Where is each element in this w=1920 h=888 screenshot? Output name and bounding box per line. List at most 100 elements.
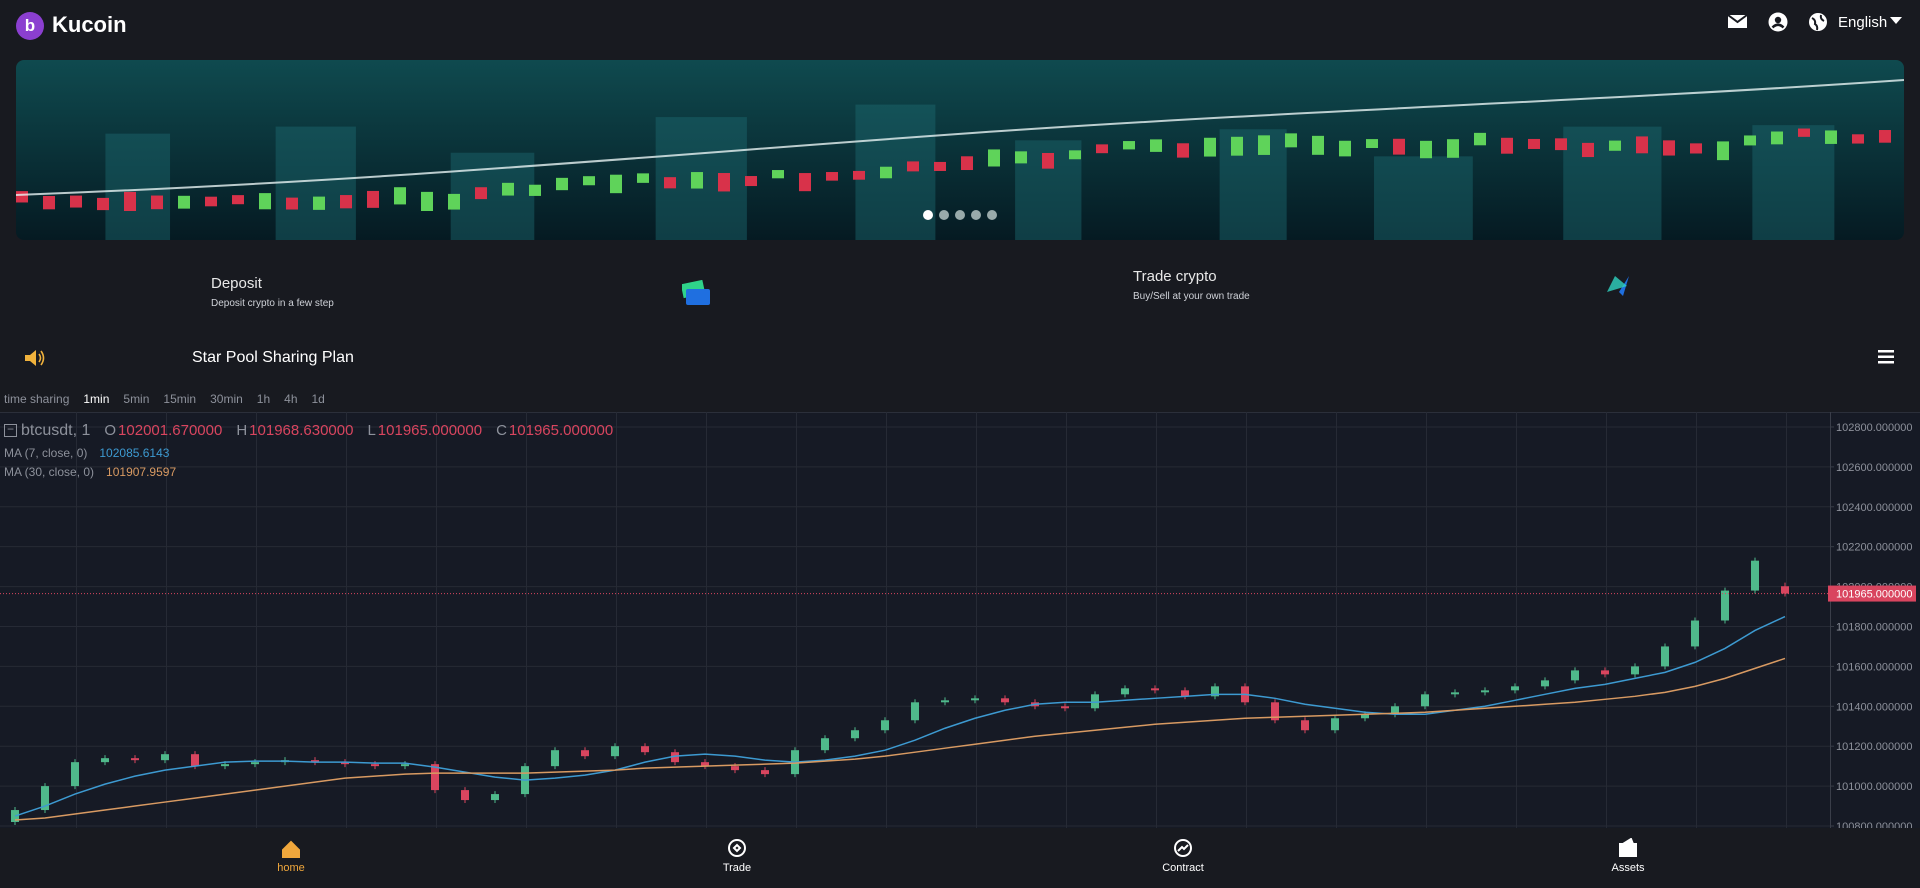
legend-key: H [236, 422, 248, 439]
banner-candle [961, 156, 973, 171]
banner-candle [745, 176, 757, 187]
candle-body [1091, 694, 1099, 709]
banner-candle [70, 195, 82, 208]
candle-body [1361, 714, 1369, 719]
nav-label[interactable]: Trade [722, 862, 752, 874]
candle-body [401, 764, 409, 767]
ma-value: 102085.6143 [99, 446, 170, 460]
banner-candle [1474, 132, 1486, 146]
interval-tab[interactable]: 1h [256, 392, 271, 406]
legend-value: 101965.000000 [377, 422, 483, 439]
banner-candle [1852, 134, 1864, 144]
banner-candle [718, 173, 730, 192]
nav-label[interactable]: home [277, 862, 305, 874]
candle-body [1661, 646, 1669, 667]
interval-tab[interactable]: 1min [83, 392, 110, 406]
banner-candle [1069, 150, 1081, 160]
banner-candle [1177, 143, 1189, 158]
interval-tab[interactable]: 5min [123, 392, 150, 406]
banner-candle [1798, 128, 1810, 137]
mail-icon[interactable] [1727, 14, 1749, 30]
banner-candle [1393, 138, 1405, 155]
y-tick-label: 101800.000000 [1836, 621, 1912, 633]
banner-candle [1771, 131, 1783, 145]
banner-candle [151, 195, 163, 210]
candle-body [611, 746, 619, 757]
banner-candle [43, 195, 55, 210]
nav-icon-shape [728, 839, 747, 857]
banner-candle [637, 173, 649, 183]
candle-body [701, 762, 709, 767]
interval-tab[interactable]: time sharing [4, 392, 70, 406]
banner-candle [880, 166, 892, 179]
quick-link[interactable]: Deposit Deposit crypto in a few step [211, 275, 334, 309]
globe-icon[interactable] [1808, 12, 1828, 32]
nav-icon [1619, 838, 1637, 857]
banner-candle [1015, 151, 1027, 164]
candle-body [461, 790, 469, 801]
banner-candle [394, 187, 406, 205]
nav-label[interactable]: Assets [1611, 862, 1645, 874]
nav-icon [1174, 839, 1193, 857]
banner-candle [286, 197, 298, 210]
banner-candle [583, 176, 595, 186]
candle-body [1421, 694, 1429, 707]
banner-candle [313, 196, 325, 210]
ma-legend-row: MA (7, close, 0) 102085.6143 [4, 446, 613, 460]
interval-tab[interactable]: 1d [311, 392, 325, 406]
y-tick-label: 101600.000000 [1836, 661, 1912, 673]
language-select[interactable]: English [1838, 14, 1888, 31]
candle-body [1001, 698, 1009, 703]
ma-value: 101907.9597 [106, 465, 177, 479]
candle-body [1511, 686, 1519, 691]
last-price-box [1828, 585, 1916, 602]
banner-candle [1231, 136, 1243, 156]
speaker-icon [25, 350, 45, 366]
nav-icon-shape [282, 840, 300, 858]
y-tick-label: 102400.000000 [1836, 502, 1912, 514]
banner-candle [1555, 138, 1567, 151]
quick-link[interactable]: Trade crypto Buy/Sell at your own trade [1133, 268, 1250, 302]
user-icon[interactable] [1768, 12, 1788, 32]
quick-link-subtitle: Deposit crypto in a few step [211, 298, 334, 309]
interval-tab[interactable]: 4h [284, 392, 298, 406]
menu-icon[interactable] [1878, 350, 1894, 364]
banner-candle [1312, 135, 1324, 155]
building [1219, 129, 1287, 240]
y-tick-label: 101400.000000 [1836, 701, 1912, 713]
banner-candle [907, 161, 919, 172]
interval-tabs: time sharing 1min 5min 15min 30min 1h 4h 1d [4, 390, 339, 408]
candle-body [821, 738, 829, 751]
notice-text[interactable]: Star Pool Sharing Plan [192, 349, 354, 366]
banner-candle [421, 191, 433, 212]
candle-body [581, 750, 589, 757]
ma-legend-row: MA (30, close, 0) 101907.9597 [4, 465, 613, 479]
nav-icon-shape [1174, 839, 1193, 857]
quick-link-subtitle: Buy/Sell at your own trade [1133, 291, 1250, 302]
deposit-icon [682, 280, 710, 305]
y-tick-label: 102600.000000 [1836, 462, 1912, 474]
banner-candle [1690, 143, 1702, 154]
banner-candle [178, 195, 190, 209]
candle-body [491, 794, 499, 801]
candle-body [1751, 560, 1759, 591]
banner-candle [1879, 130, 1891, 143]
banner-candle [1744, 135, 1756, 146]
banner-candle [529, 184, 541, 196]
banner-candle [1447, 139, 1459, 158]
banner-candle [502, 182, 514, 196]
banner[interactable] [16, 60, 1904, 240]
banner-candle [475, 187, 487, 200]
banner-candle [691, 172, 703, 189]
banner-candle [1285, 133, 1297, 148]
interval-tab[interactable]: 30min [210, 392, 243, 406]
ma-name: MA (7, close, 0) [4, 446, 88, 460]
banner-candle [988, 149, 1000, 167]
caret [1890, 17, 1902, 24]
y-tick-label: 100800.000000 [1836, 821, 1912, 828]
interval-tab[interactable]: 15min [163, 392, 197, 406]
nav-label[interactable]: Contract [1162, 862, 1204, 874]
candle-body [641, 746, 649, 753]
